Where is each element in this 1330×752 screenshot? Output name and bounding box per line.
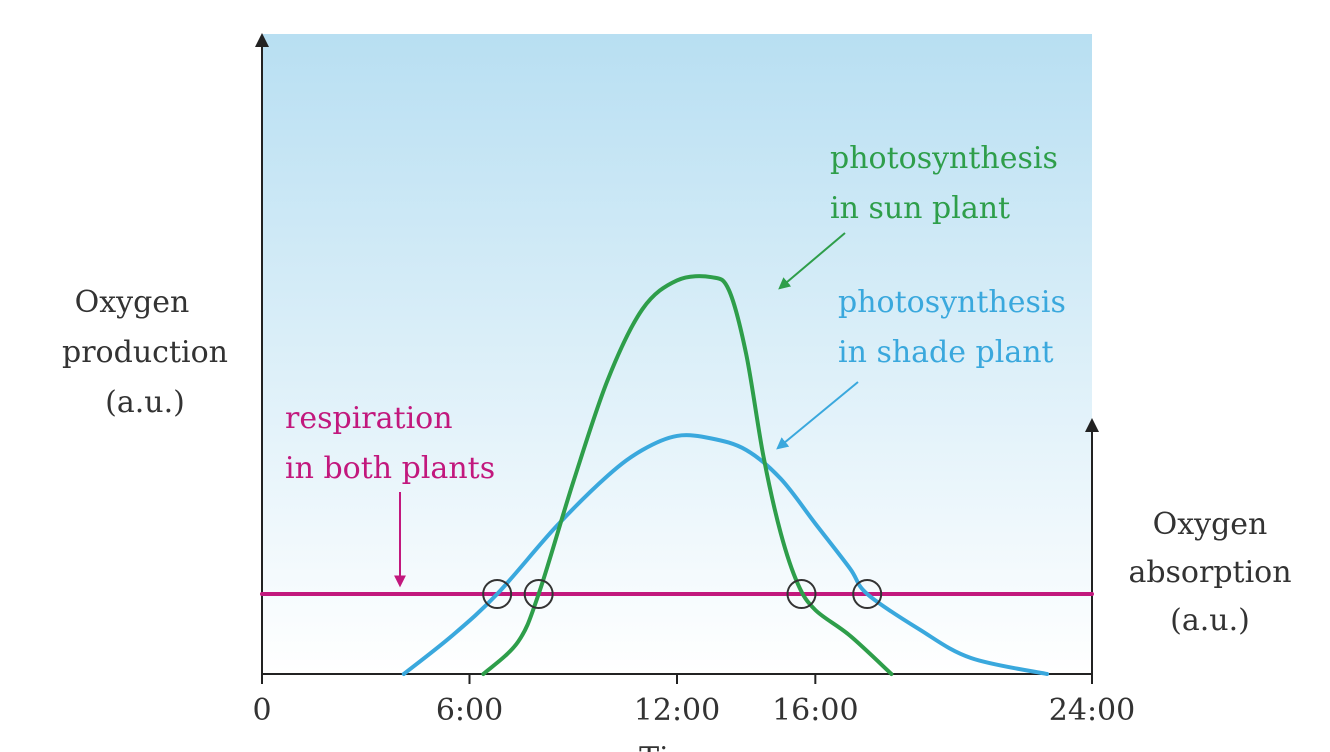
intersection-circle-0 xyxy=(482,579,513,609)
y-label-left-line1: Oxygen xyxy=(75,285,190,320)
x-tick-label-1: 6:00 xyxy=(436,693,503,728)
arrow-sun xyxy=(778,232,846,290)
arrow-shade xyxy=(776,381,859,450)
y-label-left-line3: (a.u.) xyxy=(105,385,185,420)
series-sun-plant xyxy=(481,274,894,676)
intersection-circle-3 xyxy=(852,579,883,609)
y-label-right-line1: Oxygen xyxy=(1153,507,1268,542)
label-sun-line1: photosynthesis xyxy=(830,141,1058,176)
x-tick-label-2: 12:00 xyxy=(634,693,720,728)
series-shade-plant xyxy=(401,433,1050,676)
y-label-right-line3: (a.u.) xyxy=(1170,603,1250,638)
label-shade-line2: in shade plant xyxy=(838,335,1054,370)
label-respiration-line1: respiration xyxy=(285,401,453,436)
label-sun-line2: in sun plant xyxy=(830,191,1010,226)
intersection-circle-2 xyxy=(786,579,817,609)
x-tick-label-3: 16:00 xyxy=(772,693,858,728)
x-tick-label-4: 24:00 xyxy=(1049,693,1135,728)
label-respiration-line2: in both plants xyxy=(285,451,495,486)
intersection-markers xyxy=(482,579,883,609)
series-layer xyxy=(260,274,1094,676)
intersection-circle-1 xyxy=(523,579,554,609)
y-label-left-line2: production xyxy=(62,335,228,370)
x-axis-ticks: 0 6:00 12:00 16:00 24:00 xyxy=(252,674,1135,728)
label-shade-line1: photosynthesis xyxy=(838,285,1066,320)
x-tick-label-0: 0 xyxy=(252,693,271,728)
y-label-right-line2: absorption xyxy=(1128,555,1291,590)
x-axis-label: Time xyxy=(639,741,715,752)
